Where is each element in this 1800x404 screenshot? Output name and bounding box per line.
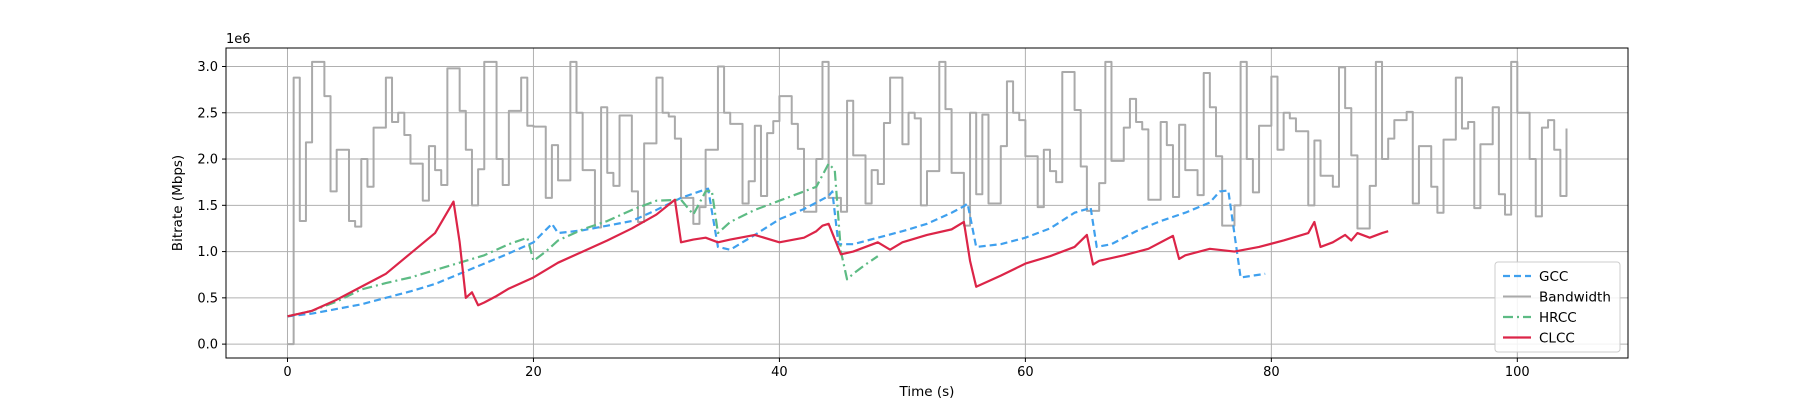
y-tick-label: 0.5 <box>197 291 218 306</box>
x-tick-label: 80 <box>1263 365 1280 380</box>
x-tick-label: 40 <box>771 365 788 380</box>
series-bandwidth-line <box>287 60 1568 346</box>
legend-label-hrcc: HRCC <box>1539 310 1577 326</box>
y-tick-label: 1.0 <box>197 245 218 260</box>
legend-label-clcc: CLCC <box>1539 331 1575 347</box>
series-layer <box>287 60 1568 346</box>
ticks: 0 20 40 60 80 100 0.0 0.5 1.0 1.5 2.0 2.5 3.0 <box>197 60 1529 380</box>
x-tick-label: 20 <box>525 365 542 380</box>
legend: GCC Bandwidth HRCC CLCC <box>1494 261 1621 353</box>
plot-frame <box>225 47 1629 359</box>
x-tick-label: 100 <box>1505 365 1530 380</box>
legend-box <box>1494 261 1621 353</box>
y-tick-label: 3.0 <box>197 60 218 75</box>
y-tick-label: 0.0 <box>197 338 218 353</box>
series-hrcc-line <box>287 162 879 318</box>
legend-label-gcc: GCC <box>1539 269 1568 285</box>
series-gcc-line <box>287 187 1266 318</box>
legend-label-bandwidth: Bandwidth <box>1539 290 1611 306</box>
x-tick-label: 60 <box>1017 365 1034 380</box>
y-tick-label: 2.5 <box>197 106 218 121</box>
x-axis-label: Time (s) <box>899 384 955 400</box>
x-tick-label: 0 <box>283 365 291 380</box>
y-tick-label: 1.5 <box>197 199 218 214</box>
y-offset-label: 1e6 <box>226 32 251 47</box>
y-tick-label: 2.0 <box>197 153 218 168</box>
y-axis-label: Bitrate (Mbps) <box>170 155 186 251</box>
series-clcc-line <box>287 198 1389 318</box>
